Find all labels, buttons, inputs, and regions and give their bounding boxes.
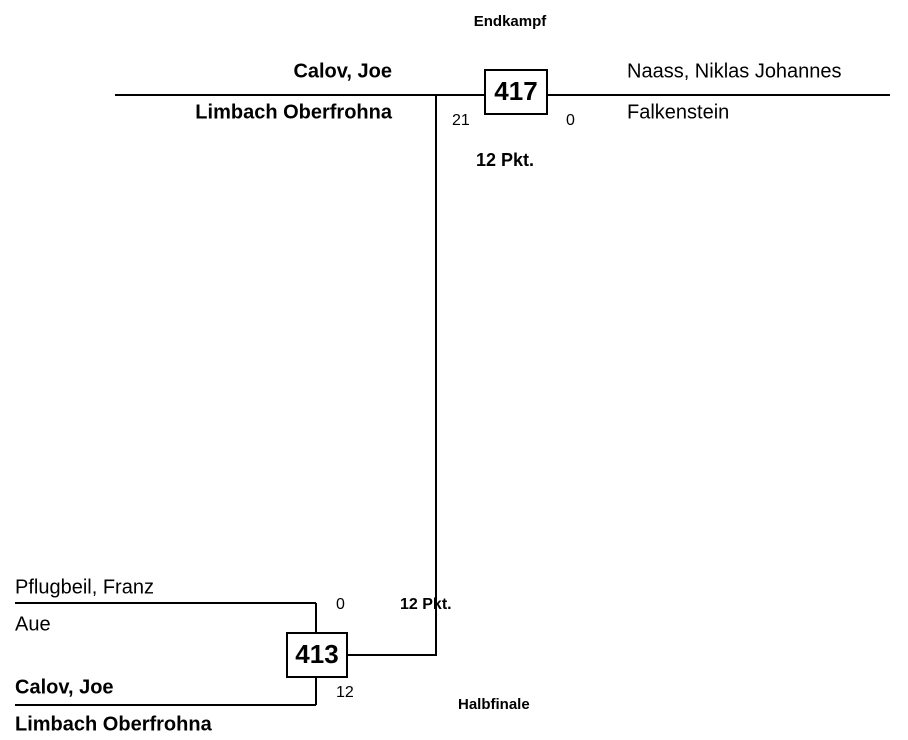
player-name: Naass, Niklas Johannes	[627, 60, 842, 82]
score: 0	[566, 112, 575, 129]
points: 12 Pkt.	[476, 150, 534, 170]
match-box	[484, 69, 548, 115]
player-club: Aue	[15, 613, 51, 635]
player-name: Calov, Joe	[15, 676, 114, 698]
score: 21	[452, 112, 470, 129]
round-title: Halbfinale	[458, 696, 530, 713]
round-title: Endkampf	[474, 13, 548, 30]
player-club: Falkenstein	[627, 101, 729, 123]
player-club: Limbach Oberfrohna	[15, 713, 213, 735]
match-number: 417	[494, 76, 537, 106]
score: 0	[336, 596, 345, 613]
match-number: 413	[295, 639, 338, 669]
score: 12	[336, 684, 354, 701]
player-name: Calov, Joe	[293, 60, 392, 82]
player-name: Pflugbeil, Franz	[15, 576, 154, 598]
player-club: Limbach Oberfrohna	[195, 101, 393, 123]
points: 12 Pkt.	[400, 596, 452, 613]
match-box	[286, 632, 348, 678]
